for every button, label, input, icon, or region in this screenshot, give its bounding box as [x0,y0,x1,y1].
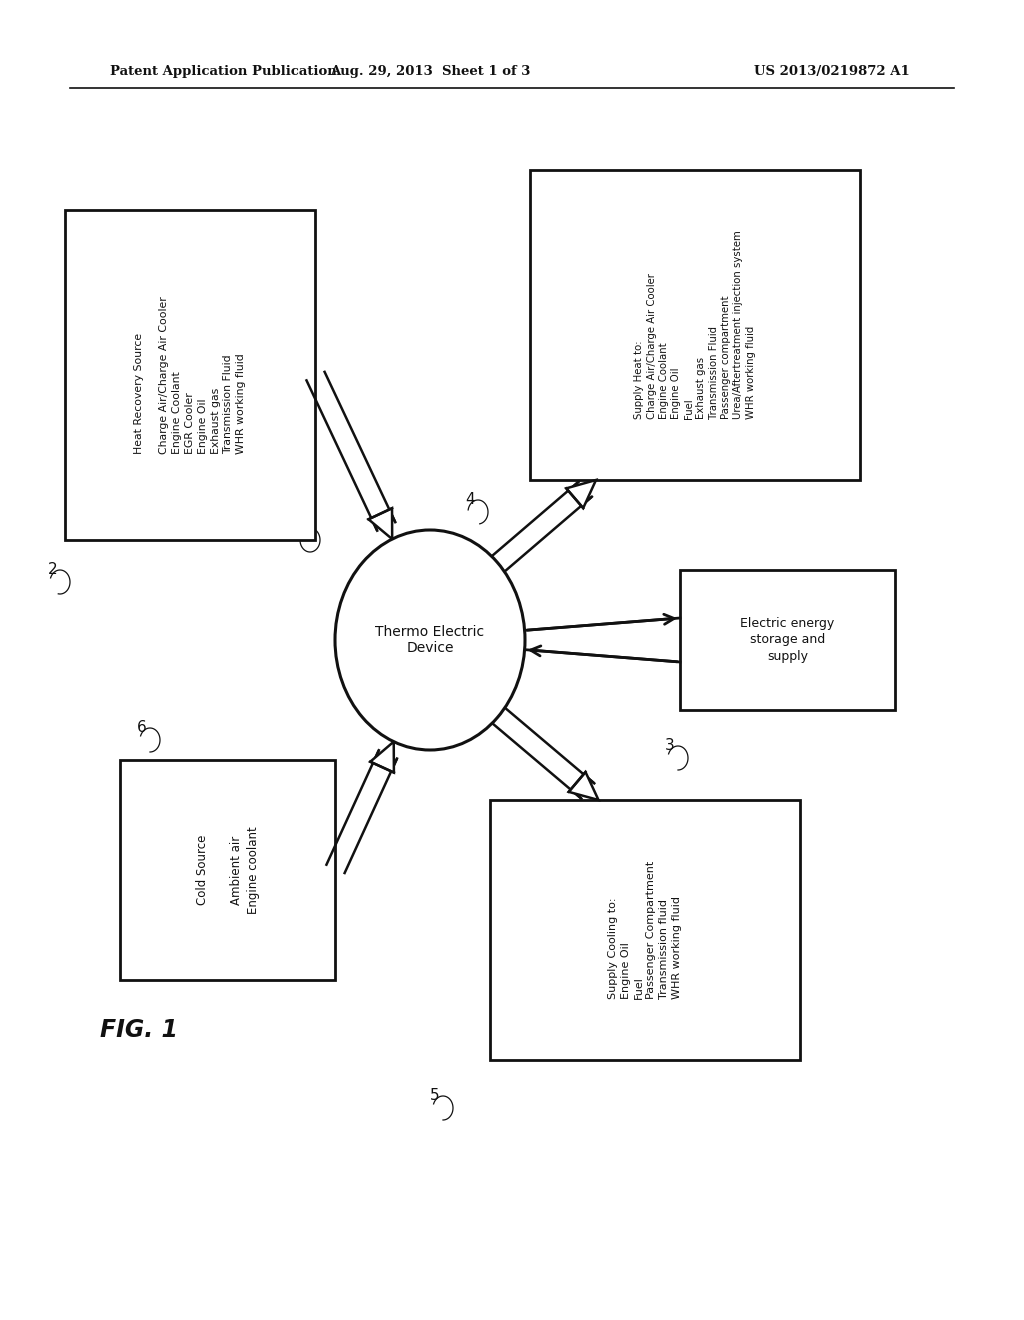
Bar [490,800,800,1060]
Text: US 2013/0219872 A1: US 2013/0219872 A1 [755,66,910,78]
Text: Patent Application Publication: Patent Application Publication [110,66,337,78]
Text: FIG. 1: FIG. 1 [100,1018,178,1041]
Text: 2: 2 [48,562,57,578]
Bar [65,210,315,540]
Text: Heat Recovery Source

Charge Air/Charge Air Cooler
Engine Coolant
EGR Cooler
Eng: Heat Recovery Source Charge Air/Charge A… [134,296,246,454]
Bar [120,760,335,979]
Text: 6: 6 [137,721,146,735]
Text: 4: 4 [465,492,475,507]
Polygon shape [371,742,394,772]
Text: 1: 1 [305,523,314,537]
Text: Supply Cooling to:
Engine Oil
Fuel
Passenger Compartment
Transmission fluid
WHR : Supply Cooling to: Engine Oil Fuel Passe… [608,861,682,999]
Ellipse shape [335,531,525,750]
Text: Supply Heat to:
Charge Air/Charge Air Cooler
Engine Coolant
Engine Oil
Fuel
Exha: Supply Heat to: Charge Air/Charge Air Co… [634,231,756,420]
Text: Aug. 29, 2013  Sheet 1 of 3: Aug. 29, 2013 Sheet 1 of 3 [330,66,530,78]
Bar [530,170,860,480]
Polygon shape [566,480,596,508]
Text: 5: 5 [430,1088,440,1102]
Text: 3: 3 [666,738,675,752]
Text: Cold Source

Ambient air
Engine coolant: Cold Source Ambient air Engine coolant [196,826,259,913]
Polygon shape [369,508,392,539]
Polygon shape [568,772,598,800]
Text: Thermo Electric
Device: Thermo Electric Device [376,624,484,655]
Bar [680,570,895,710]
Text: Electric energy
storage and
supply: Electric energy storage and supply [740,616,835,663]
